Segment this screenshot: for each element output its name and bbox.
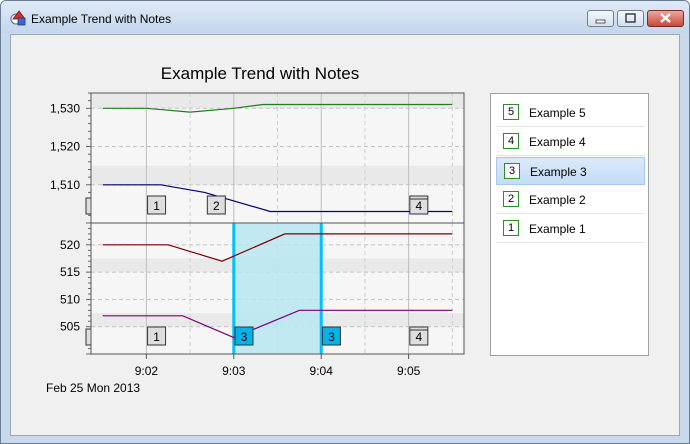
y-tick-label: 515	[60, 265, 80, 279]
legend-number: 2	[503, 191, 519, 207]
minimize-button[interactable]	[587, 10, 614, 27]
legend-item-example-1[interactable]: 1 Example 1	[496, 215, 645, 243]
x-tick-label: 9:04	[310, 364, 334, 378]
y-tick-label: 1,510	[50, 178, 80, 192]
note-marker	[409, 195, 429, 215]
legend-number: 1	[503, 220, 519, 236]
y-tick-label: 1,530	[50, 101, 80, 115]
note-marker	[234, 326, 254, 346]
plot-band	[91, 165, 464, 185]
x-tick-label: 9:05	[397, 364, 421, 378]
legend-label: Example 4	[529, 135, 586, 149]
legend-item-example-5[interactable]: 5 Example 5	[496, 99, 645, 127]
series-line	[102, 309, 453, 339]
note-label: 4	[415, 330, 422, 344]
legend-number: 5	[503, 104, 519, 120]
chart-title: Example Trend with Notes	[161, 64, 359, 83]
legend-number: 3	[504, 163, 520, 179]
y-tick-label: 1,520	[50, 140, 80, 154]
date-label: Feb 25 Mon 2013	[46, 381, 140, 395]
note-marker	[409, 326, 429, 346]
y-tick-label: 520	[60, 238, 80, 252]
note-marker	[147, 326, 167, 346]
legend-item-example-4[interactable]: 4 Example 4	[496, 128, 645, 156]
note-label: 2	[213, 199, 220, 213]
legend-label: Example 2	[529, 193, 586, 207]
y-tick-label: 510	[60, 292, 80, 306]
series-line	[102, 233, 453, 262]
legend-item-example-3[interactable]: 3 Example 3	[496, 157, 645, 185]
note-marker	[321, 326, 341, 346]
legend-number: 4	[503, 133, 519, 149]
close-icon	[660, 13, 671, 23]
legend-label: Example 3	[530, 165, 587, 179]
x-tick-label: 9:03	[222, 364, 246, 378]
window-title: Example Trend with Notes	[31, 12, 172, 26]
offscreen-note-marker	[85, 328, 92, 346]
maximize-button[interactable]	[617, 10, 644, 27]
legend-label: Example 1	[529, 222, 586, 236]
minimize-icon	[595, 19, 606, 24]
close-button[interactable]	[647, 10, 684, 27]
app-icon	[10, 10, 26, 26]
note-label: 3	[241, 330, 248, 344]
x-tick-label: 9:02	[135, 364, 159, 378]
note-label: 1	[153, 199, 160, 213]
offscreen-note-marker	[85, 197, 92, 215]
legend-item-example-2[interactable]: 2 Example 2	[496, 186, 645, 214]
title-bar[interactable]: Example Trend with Notes	[1, 1, 689, 33]
legend-label: Example 5	[529, 106, 586, 120]
y-tick-label: 505	[60, 320, 80, 334]
series-line	[102, 103, 453, 113]
note-marker	[206, 195, 226, 215]
legend-panel: 5 Example 5 4 Example 4 3 Example 3 2 Ex…	[490, 93, 649, 356]
note-label: 3	[328, 330, 335, 344]
note-label: 1	[153, 330, 160, 344]
series-line	[102, 184, 453, 213]
note-marker	[147, 195, 167, 215]
maximize-icon	[625, 13, 636, 23]
note-label: 4	[415, 199, 422, 213]
